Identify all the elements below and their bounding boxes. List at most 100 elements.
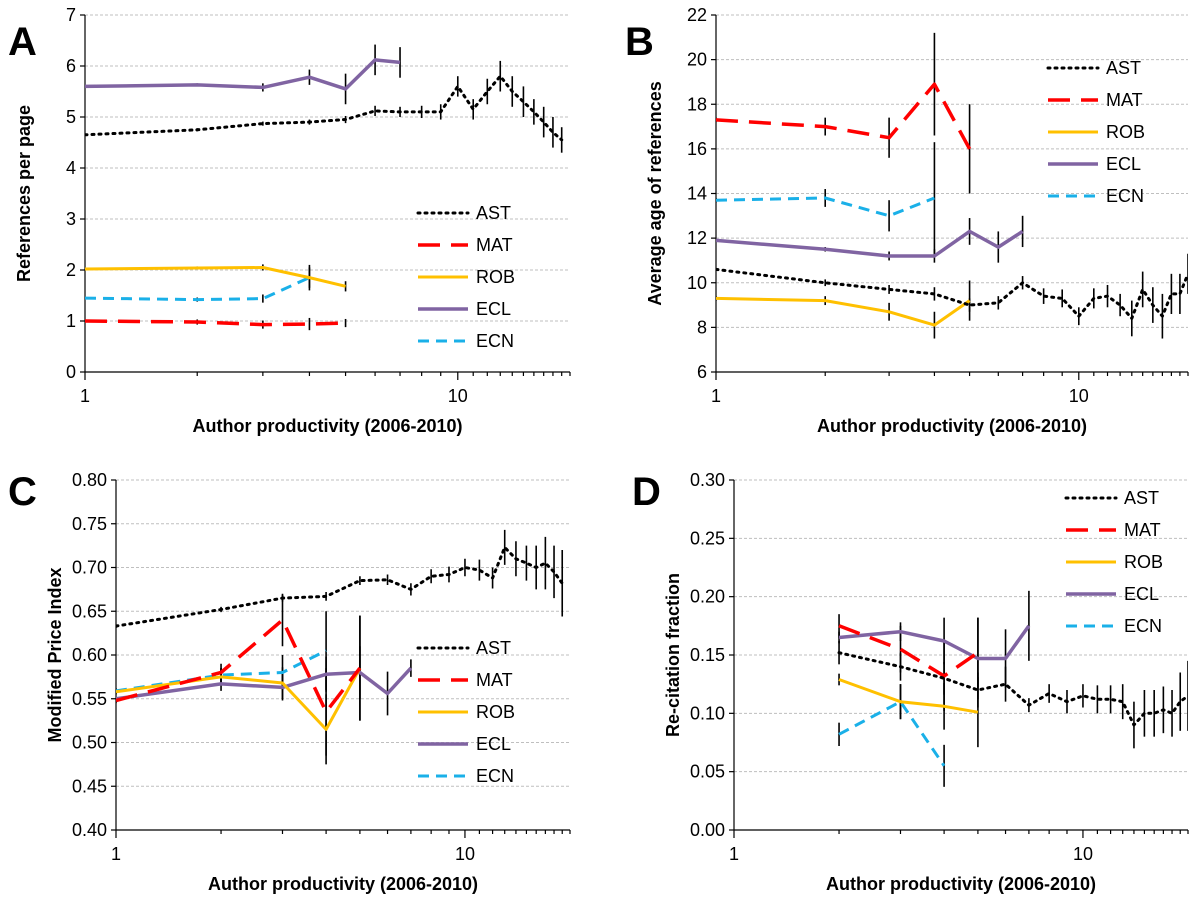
plot-area	[837, 590, 1188, 787]
legend-label-ecl: ECL	[1106, 154, 1141, 174]
y-tick-label: 7	[66, 5, 76, 25]
legend-label-rob: ROB	[1124, 552, 1163, 572]
y-tick-label: 4	[66, 158, 76, 178]
x-axis-label: Author productivity (2006-2010)	[817, 416, 1087, 436]
y-tick-label: 0	[66, 362, 76, 382]
y-tick-label: 2	[66, 260, 76, 280]
y-tick-label: 0.20	[690, 587, 725, 607]
series-line-ast	[837, 651, 1188, 727]
series-line-ecn	[716, 196, 935, 218]
panel-letter: B	[625, 20, 654, 64]
legend-label-ecn: ECN	[476, 331, 514, 351]
x-axis-label: Author productivity (2006-2010)	[192, 416, 462, 436]
y-tick-label: 0.00	[690, 820, 725, 840]
y-tick-label: 0.80	[72, 470, 107, 490]
y-tick-label: 0.40	[72, 820, 107, 840]
series-line-ecl	[838, 624, 1031, 661]
legend-label-ecl: ECL	[476, 734, 511, 754]
panel-letter: D	[632, 470, 661, 514]
legend-label-rob: ROB	[1106, 122, 1145, 142]
y-tick-label: 0.60	[72, 645, 107, 665]
y-tick-label: 6	[697, 362, 707, 382]
y-tick-label: 20	[687, 50, 707, 70]
x-tick-label: 1	[80, 386, 90, 406]
y-tick-label: 1	[66, 311, 76, 331]
legend: AST MAT ROB ECL ECN	[416, 638, 515, 786]
x-tick-label: 10	[455, 844, 475, 864]
plot-area	[716, 32, 1188, 339]
y-tick-label: 5	[66, 107, 76, 127]
panel-letter: A	[8, 20, 37, 64]
legend-label-ecl: ECL	[1124, 584, 1159, 604]
legend-label-mat: MAT	[1124, 520, 1161, 540]
plot-area	[116, 529, 564, 765]
panel-D: 0.00 0.05 0.10 0.15 0.20 0.25 0.30 1 10 Author pr…	[632, 470, 1189, 894]
y-tick-label: 0.50	[72, 733, 107, 753]
panel-B: 6 8 10 12 14 16 18 20 22 1 10 Author productivity (…	[625, 5, 1189, 436]
panel-letter: C	[8, 470, 37, 514]
series-line-ast	[116, 545, 564, 628]
plot-area	[85, 44, 564, 331]
y-tick-label: 10	[687, 273, 707, 293]
legend-label-ast: AST	[476, 203, 511, 223]
legend-label-rob: ROB	[476, 267, 515, 287]
series-line-mat	[85, 319, 346, 327]
y-axis-label: References per page	[14, 105, 34, 282]
x-axis-label: Author productivity (2006-2010)	[208, 874, 478, 894]
y-tick-label: 22	[687, 5, 707, 25]
y-tick-label: 0.55	[72, 689, 107, 709]
y-axis-label: Re-citation fraction	[663, 573, 683, 737]
y-axis-label: Modified Price Index	[45, 567, 65, 742]
y-tick-label: 12	[687, 228, 707, 248]
y-tick-label: 0.15	[690, 645, 725, 665]
legend-label-ecn: ECN	[1106, 186, 1144, 206]
legend-label-mat: MAT	[476, 235, 513, 255]
y-tick-label: 6	[66, 56, 76, 76]
series-line-ecn	[838, 700, 946, 767]
series-line-ecl	[716, 229, 1024, 258]
y-tick-label: 16	[687, 139, 707, 159]
x-tick-label: 10	[448, 386, 468, 406]
y-tick-label: 14	[687, 184, 707, 204]
series-line-ecn	[85, 276, 311, 302]
series-line-rob	[838, 678, 979, 714]
y-tick-label: 0.45	[72, 776, 107, 796]
legend-label-mat: MAT	[1106, 90, 1143, 110]
panel-C: 0.40 0.45 0.50 0.55 0.60 0.65 0.70 0.75 0.80 1 10 A…	[8, 470, 571, 894]
x-tick-label: 10	[1069, 386, 1089, 406]
series-line-ecl	[85, 58, 401, 91]
legend-label-ecl: ECL	[476, 299, 511, 319]
series-line-ast	[716, 267, 1188, 320]
y-tick-label: 0.30	[690, 470, 725, 490]
y-tick-label: 0.70	[72, 558, 107, 578]
x-tick-label: 1	[711, 386, 721, 406]
x-tick-label: 10	[1073, 844, 1093, 864]
legend-label-ecn: ECN	[476, 766, 514, 786]
y-tick-label: 8	[697, 317, 707, 337]
x-tick-label: 1	[111, 844, 121, 864]
series-line-ast	[85, 74, 564, 142]
series-line-mat	[116, 618, 362, 714]
legend: AST MAT ROB ECL ECN	[416, 203, 515, 351]
y-tick-label: 18	[687, 94, 707, 114]
y-tick-label: 0.10	[690, 703, 725, 723]
series-line-ecl	[116, 666, 413, 701]
series-line-rob	[85, 266, 346, 288]
legend-label-mat: MAT	[476, 670, 513, 690]
y-axis-label: Average age of references	[645, 81, 665, 305]
legend-label-ast: AST	[476, 638, 511, 658]
x-axis-label: Author productivity (2006-2010)	[826, 874, 1096, 894]
y-tick-label: 0.65	[72, 601, 107, 621]
y-tick-label: 0.05	[690, 762, 725, 782]
series-line-mat	[716, 82, 972, 150]
y-tick-label: 3	[66, 209, 76, 229]
y-tick-label: 0.25	[690, 528, 725, 548]
legend-label-ast: AST	[1106, 58, 1141, 78]
x-tick-label: 1	[729, 844, 739, 864]
legend: AST MAT ROB ECL ECN	[1046, 58, 1145, 206]
series-line-ecn	[116, 649, 327, 693]
legend-label-ecn: ECN	[1124, 616, 1162, 636]
y-tick-label: 0.75	[72, 514, 107, 534]
